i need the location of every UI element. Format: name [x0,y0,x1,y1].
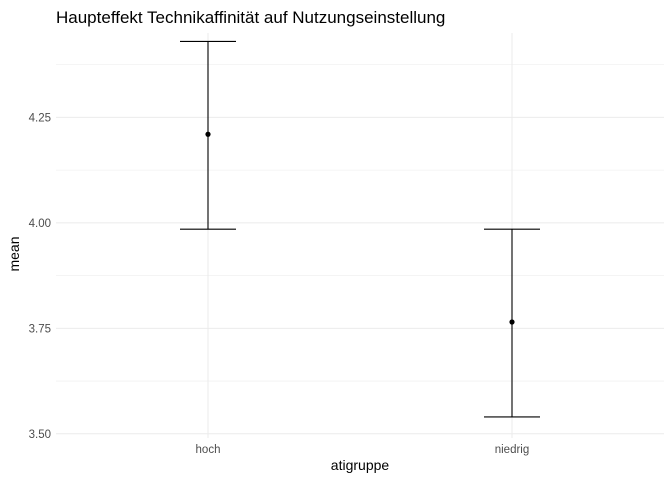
y-tick-label: 3.75 [29,323,51,335]
chart-title: Haupteffekt Technikaffinität auf Nutzung… [56,8,445,27]
y-tick-label: 4.00 [29,218,51,230]
x-tick-label: hoch [196,444,221,456]
y-axis-title: mean [6,236,22,271]
x-tick-label: niedrig [495,444,530,456]
mean-point [205,131,211,137]
marks-layer [180,40,540,418]
mean-point [509,319,515,325]
labels-layer: 3.50 3.75 4.00 4.25 hoch niedrig [29,112,530,456]
y-tick-label: 4.25 [29,112,51,124]
x-axis-title: atigruppe [331,457,390,473]
y-tick-label: 3.50 [29,429,51,441]
grid-layer [56,33,664,438]
